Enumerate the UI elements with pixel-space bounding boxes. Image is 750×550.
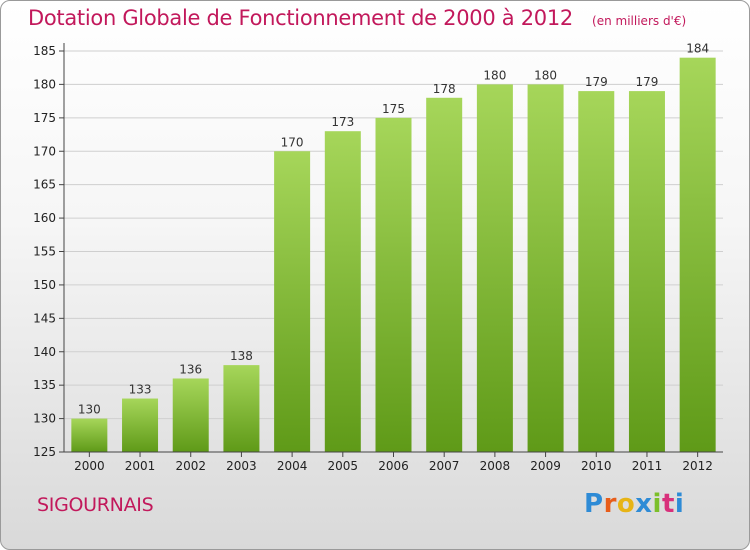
axes — [59, 43, 723, 457]
bar-2009 — [527, 84, 564, 453]
logo-letter: i — [674, 489, 685, 519]
y-tick-label: 175 — [33, 111, 56, 125]
value-label-2011: 179 — [636, 75, 659, 89]
y-tick-label: 155 — [33, 245, 56, 259]
bar-2000 — [71, 418, 108, 452]
x-tick-label: 2009 — [530, 459, 561, 473]
bar-2003 — [223, 365, 260, 452]
value-label-2007: 178 — [433, 82, 456, 96]
x-tick-label: 2011 — [632, 459, 663, 473]
y-tick-label: 135 — [33, 378, 56, 392]
chart-subtitle: (en milliers d'€) — [592, 14, 687, 28]
y-tick-label: 160 — [33, 211, 56, 225]
y-tick-label: 125 — [33, 445, 56, 459]
y-tick-label: 150 — [33, 278, 56, 292]
bar-2010 — [578, 91, 615, 452]
bars — [71, 57, 716, 453]
bar-2012 — [679, 57, 716, 452]
y-tick-label: 185 — [33, 44, 56, 58]
value-label-2012: 184 — [686, 42, 709, 56]
bar-2005 — [324, 131, 361, 452]
value-label-2008: 180 — [483, 68, 506, 82]
y-tick-label: 180 — [33, 77, 56, 91]
labels: 125 130 135 140 145 150 155 160 165 170 175 180 185 1… — [33, 42, 713, 473]
logo-letter: P — [584, 489, 604, 519]
x-tick-label: 2008 — [480, 459, 511, 473]
value-label-2004: 170 — [281, 135, 304, 149]
value-label-2005: 173 — [331, 115, 354, 129]
x-tick-label: 2003 — [226, 459, 257, 473]
proxiti-logo: Proxiti — [584, 489, 684, 519]
value-label-2002: 136 — [179, 362, 202, 376]
bar-2008 — [476, 84, 513, 453]
x-tick-label: 2007 — [429, 459, 460, 473]
logo-letter: o — [616, 489, 636, 519]
logo-letter: t — [661, 489, 675, 519]
commune-name: SIGOURNAIS — [37, 494, 154, 516]
x-tick-label: 2001 — [125, 459, 156, 473]
logo-letter: i — [652, 489, 662, 519]
value-label-2009: 180 — [534, 68, 557, 82]
bar-2011 — [628, 91, 665, 452]
x-tick-label: 2006 — [378, 459, 409, 473]
value-label-2006: 175 — [382, 102, 405, 116]
bar-2001 — [122, 398, 159, 452]
logo-letter: r — [603, 489, 617, 519]
logo-letter: x — [635, 489, 653, 519]
value-label-2000: 130 — [78, 403, 101, 417]
bar-2007 — [426, 97, 463, 453]
x-tick-label: 2010 — [581, 459, 612, 473]
bar-2002 — [172, 378, 209, 452]
chart-header: Dotation Globale de Fonctionnement de 20… — [28, 6, 686, 30]
value-label-2001: 133 — [129, 383, 152, 397]
x-tick-label: 2000 — [74, 459, 105, 473]
y-tick-label: 170 — [33, 144, 56, 158]
y-tick-label: 145 — [33, 311, 56, 325]
y-tick-label: 130 — [33, 412, 56, 426]
y-tick-label: 165 — [33, 178, 56, 192]
y-tick-label: 140 — [33, 345, 56, 359]
x-tick-label: 2004 — [277, 459, 308, 473]
value-label-2003: 138 — [230, 349, 253, 363]
bar-2004 — [274, 151, 311, 452]
value-label-2010: 179 — [585, 75, 608, 89]
x-tick-label: 2005 — [328, 459, 359, 473]
bar-2006 — [375, 117, 412, 452]
x-tick-label: 2012 — [682, 459, 713, 473]
x-tick-label: 2002 — [175, 459, 206, 473]
chart-title: Dotation Globale de Fonctionnement de 20… — [28, 6, 573, 30]
